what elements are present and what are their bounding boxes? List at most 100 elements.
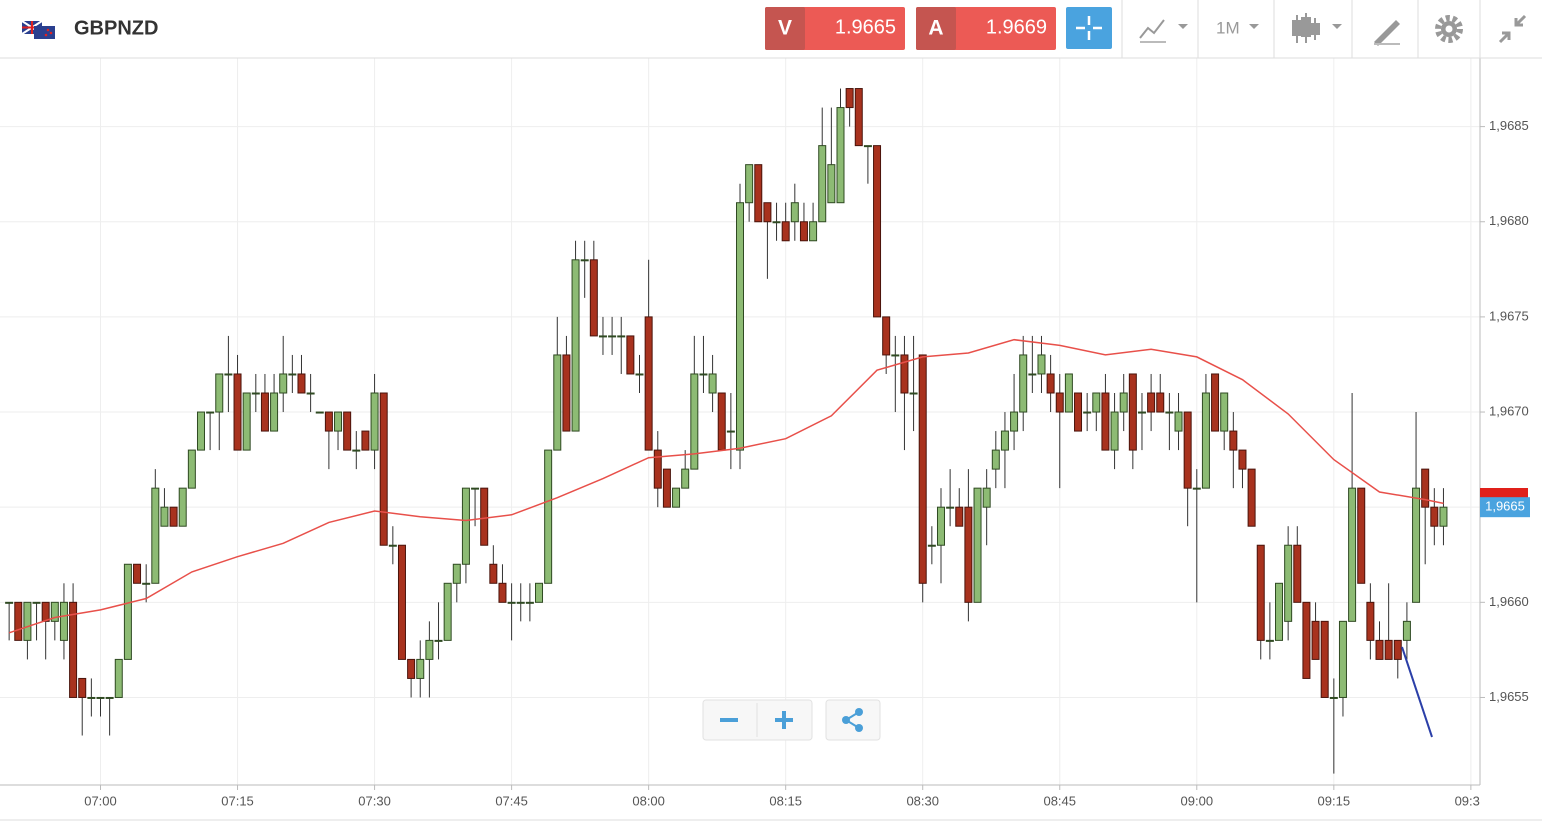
candle-body [754,164,763,223]
candle-body [279,373,288,394]
candle-body [1229,430,1238,451]
drawing-tools-button[interactable] [1374,20,1400,46]
candle-body [1165,411,1174,414]
candle-body [1028,373,1037,376]
candle-body [653,449,662,489]
candle-body [909,392,918,395]
candle-body [964,506,973,603]
candle-body [306,392,315,395]
candle-body [1183,411,1192,489]
candle-body [1046,373,1055,394]
candle-body [23,601,32,641]
candle-body [151,487,160,584]
sell-price: 1.9665 [835,16,896,38]
candle-body [343,411,352,451]
settings-button[interactable] [1435,15,1463,43]
axes: 1,9655 1,9660 1,9665 1,9670 1,9675 1,9680 1,96… [84,118,1529,808]
candle-body [1220,392,1229,432]
candle-body [142,582,151,585]
candle-body [1384,639,1393,660]
zoom-in[interactable] [775,711,793,729]
candle-body [471,487,480,490]
candle-body [690,373,699,470]
candle-body [1293,544,1302,603]
moving-average [8,338,1444,634]
candle-body [763,202,772,223]
last-price-tag [1480,497,1530,518]
candle-body [114,658,123,698]
candle-body [425,639,434,660]
candle-body [1357,487,1366,584]
candle-body [900,354,909,394]
candle-body [1311,620,1320,660]
y-tick-label: 1,9675 [1489,308,1529,323]
candle-body [407,658,416,679]
candle-body [1302,601,1311,679]
flag [21,20,55,39]
candle-body [5,601,14,604]
crosshair-button[interactable] [1066,7,1112,49]
candle-body [1402,620,1411,641]
sell-button[interactable]: V 1.9665 [765,7,905,50]
candle-body [726,430,735,433]
y-tick-label: 1,9670 [1489,403,1529,418]
candle-body [635,373,644,376]
x-tick-label: 07:00 [84,793,117,808]
candle-body [443,582,452,641]
candle-body [50,601,59,622]
candle-body [1375,639,1384,660]
candle-body [772,221,781,224]
candle-body [736,202,744,451]
candle-body [562,354,571,432]
candle-body [644,316,653,451]
candle-type-button[interactable] [1292,13,1342,43]
candle-body [370,392,379,451]
x-tick-label: 08:45 [1043,793,1076,808]
candle-body [626,335,635,375]
trend-drawing [1401,646,1433,738]
candle-body [1019,354,1028,413]
candle-body [1366,601,1375,641]
candle-body [854,88,863,147]
last-price-label: 1,9665 [1485,499,1525,514]
candle-body [1055,392,1064,413]
candle-body [973,487,982,603]
y-axis-panel [1480,58,1542,825]
buy-button[interactable]: A 1.9669 [916,7,1056,50]
collapse-button[interactable] [1498,14,1527,44]
candle-body [233,373,242,451]
chart-style-button[interactable] [1139,19,1188,43]
candle-body [1238,449,1247,470]
candle-body [809,221,818,242]
candle-body [1010,411,1019,432]
x-tick-label: 09:00 [1181,793,1214,808]
candle-body [1074,392,1083,432]
candle-body [1320,620,1329,698]
candle-body [1393,639,1402,660]
interval-button[interactable]: 1M [1216,18,1259,37]
candle-body [59,601,68,641]
share-button[interactable] [825,699,881,741]
candle-body [105,696,114,699]
candle-body [525,601,534,604]
candle-body [334,411,343,432]
candle-body [1256,544,1265,641]
share-icon [842,708,863,732]
zoom-out[interactable] [720,718,738,722]
candle-body [827,164,836,204]
candle-body [571,259,580,432]
candle-body [87,696,96,699]
candle-body [297,373,306,394]
candle-body [397,544,406,660]
candle-body [1338,620,1347,698]
candle-body [1037,354,1046,375]
candle-body [535,582,544,603]
last-price: 1,9665 [1480,497,1530,518]
candle-body [388,544,397,547]
x-tick-label: 09:15 [1318,793,1351,808]
candle-body [78,677,87,698]
candle-body [1156,392,1165,413]
candle-body [818,145,827,223]
